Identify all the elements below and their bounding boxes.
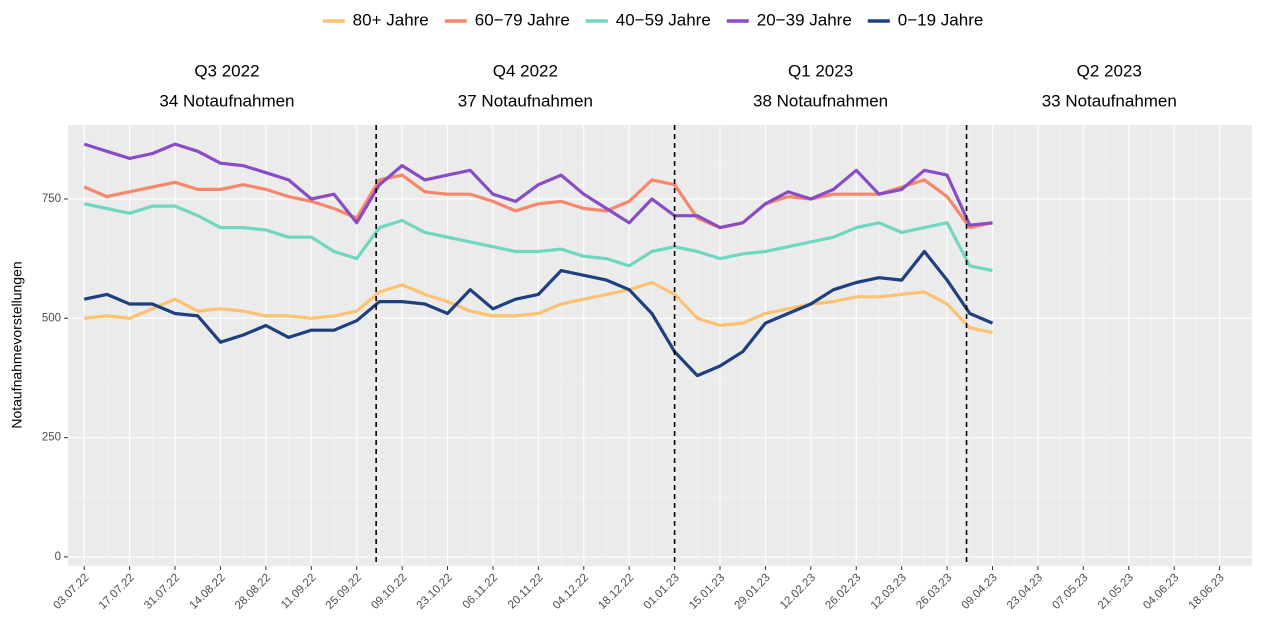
quarter-label: Q1 2023 — [788, 61, 853, 80]
x-tick-label: 26.02.23 — [823, 572, 863, 612]
x-tick-label: 23.04.23 — [1005, 572, 1045, 612]
x-tick-label: 28.08.22 — [233, 572, 273, 612]
y-tick-label: 0 — [55, 551, 61, 563]
quarter-count: 34 Notaufnahmen — [159, 91, 294, 110]
quarter-label: Q3 2022 — [194, 61, 259, 80]
x-tick-label: 18.12.22 — [596, 572, 636, 612]
y-axis-label: Notaufnahmevorstellungen — [9, 261, 25, 428]
quarter-count: 37 Notaufnahmen — [458, 91, 593, 110]
legend-label: 40−59 Jahre — [616, 10, 711, 29]
x-tick-label: 31.07.22 — [142, 572, 182, 612]
x-tick-label: 25.09.22 — [324, 572, 364, 612]
x-tick-label: 07.05.23 — [1050, 572, 1090, 612]
quarter-label: Q2 2023 — [1077, 61, 1142, 80]
quarter-label: Q4 2022 — [493, 61, 558, 80]
x-tick-label: 18.06.23 — [1187, 572, 1227, 612]
x-tick-label: 03.07.22 — [51, 572, 91, 612]
x-tick-label: 26.03.23 — [914, 572, 954, 612]
x-tick-label: 15.01.23 — [687, 572, 727, 612]
x-tick-label: 23.10.22 — [415, 572, 455, 612]
x-tick-label: 06.11.22 — [461, 572, 501, 612]
x-tick-label: 09.04.23 — [960, 572, 1000, 612]
x-tick-label: 17.07.22 — [97, 572, 137, 612]
x-tick-label: 20.11.22 — [506, 572, 546, 612]
series-line — [83, 173, 993, 230]
x-tick-label: 04.06.23 — [1141, 572, 1181, 612]
series-line — [83, 202, 993, 273]
series-line — [83, 249, 994, 378]
x-tick-label: 29.01.23 — [733, 572, 773, 612]
y-tick-label: 750 — [42, 193, 61, 205]
legend-label: 80+ Jahre — [353, 10, 429, 29]
legend: 80+ Jahre 60−79 Jahre 40−59 Jahre 20−39 Jah… — [322, 10, 984, 29]
quarter-count: 33 Notaufnahmen — [1042, 91, 1177, 110]
y-tick-label: 250 — [42, 432, 61, 444]
plot-panel — [68, 125, 1252, 566]
y-tick-label: 500 — [42, 312, 61, 324]
legend-label: 20−39 Jahre — [757, 10, 852, 29]
x-tick-label: 01.01.23 — [642, 572, 682, 612]
series-line — [83, 142, 993, 230]
x-tick-label: 14.08.22 — [188, 572, 228, 612]
x-tick-label: 12.02.23 — [778, 572, 818, 612]
grid — [68, 125, 1252, 566]
x-tick-label: 21.05.23 — [1096, 572, 1136, 612]
x-tick-label: 12.03.23 — [869, 572, 909, 612]
x-tick-label: 04.12.22 — [551, 572, 591, 612]
legend-label: 0−19 Jahre — [898, 10, 984, 29]
quarter-count: 38 Notaufnahmen — [753, 91, 888, 110]
x-tick-label: 09.10.22 — [369, 572, 409, 612]
legend-label: 60−79 Jahre — [475, 10, 570, 29]
x-tick-label: 11.09.22 — [279, 572, 319, 612]
series-line — [84, 280, 993, 335]
